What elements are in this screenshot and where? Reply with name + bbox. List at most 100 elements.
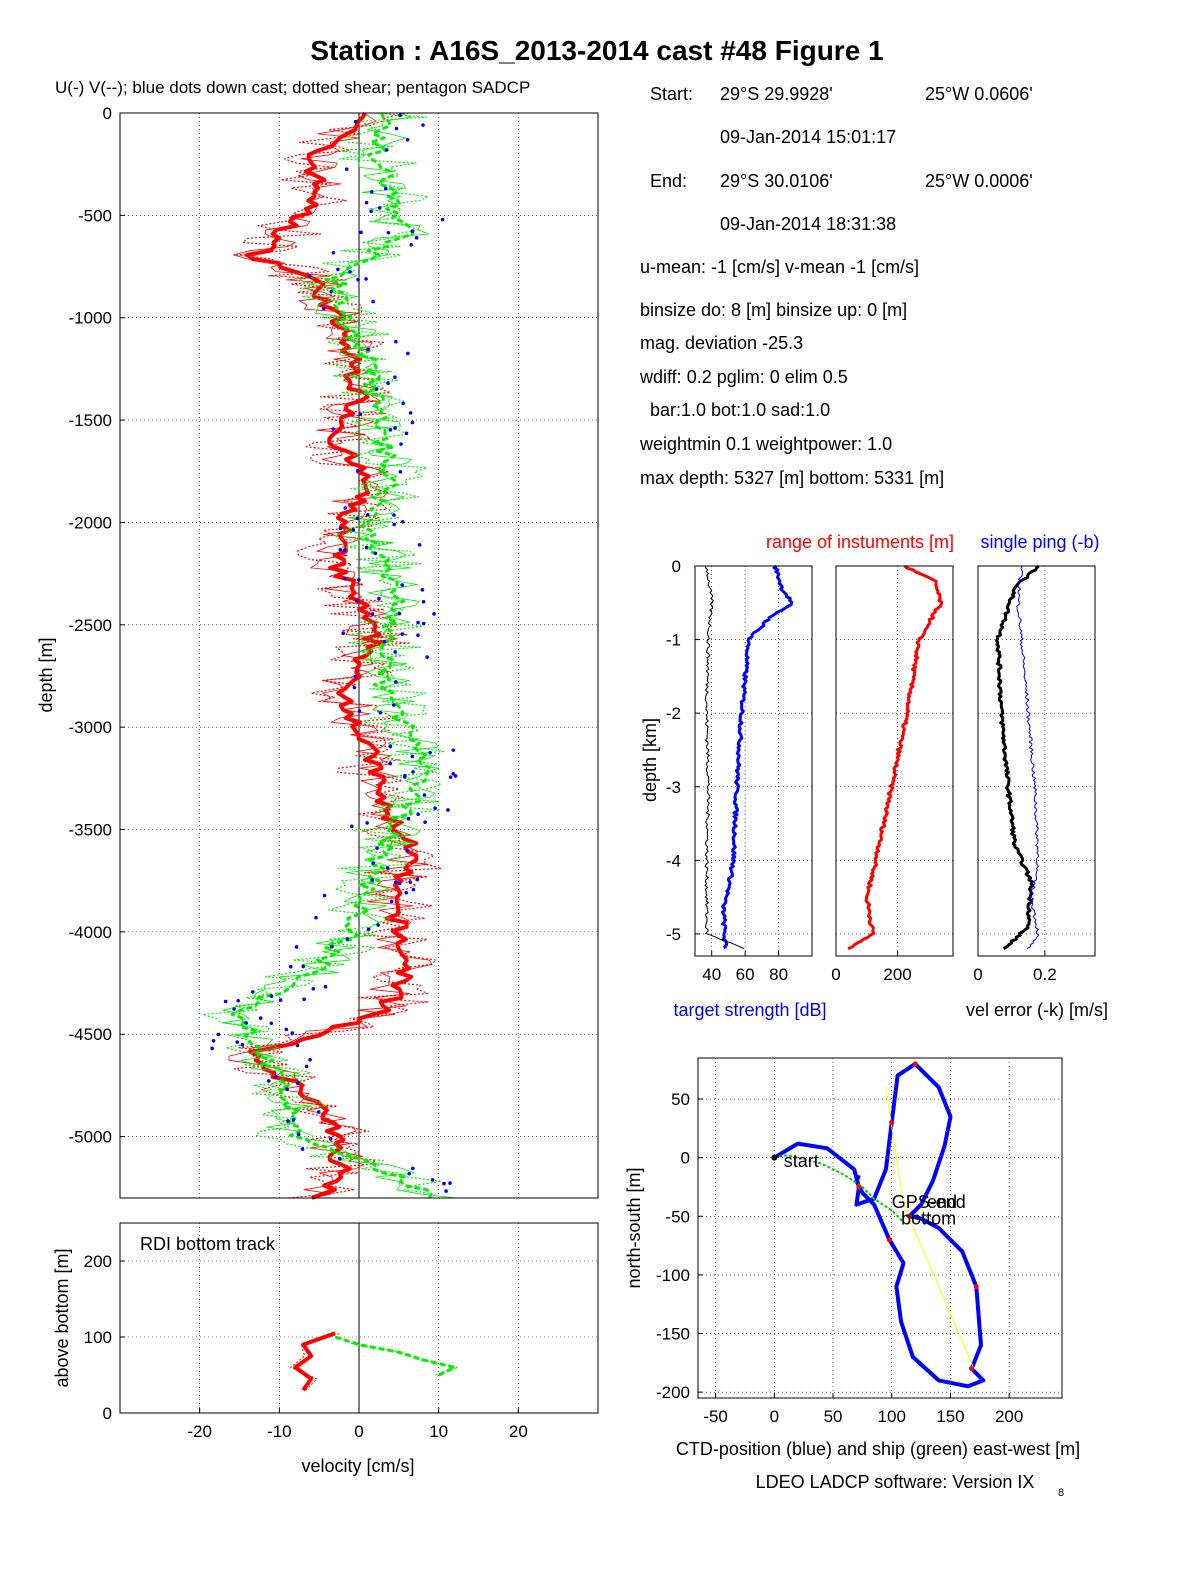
profile-ytick-label: -2000 [69,513,112,532]
downcast-dot [369,209,373,214]
downcast-dot [410,420,415,425]
downcast-dot [422,793,427,797]
instrument-range-xtick-label: 200 [883,965,911,984]
weight-text: weightmin 0.1 weightpower: 1.0 [639,434,892,454]
track-annotation: end [927,1192,957,1212]
downcast-dot [274,1074,278,1079]
bottom-track-xlabel: velocity [cm/s] [301,1456,414,1476]
downcast-dot [394,339,398,344]
end-lat: 29°S 30.0106' [720,171,833,191]
track-marker [912,1061,918,1067]
track-marker [856,1184,862,1190]
downcast-dot [371,299,375,304]
downcast-dot [421,599,426,604]
instrument-range-frame [835,565,954,957]
profile-ytick-label: -3000 [69,718,112,737]
u-bt-line [293,1331,336,1392]
instrument-range-xtick-label: 0 [831,965,840,984]
downcast-dot [393,426,397,430]
downcast-dot [338,526,343,531]
downcast-dot [411,887,416,892]
ship-track [774,1154,905,1223]
u-profile [245,112,419,1200]
downcast-dot [223,999,228,1004]
depth-km-ylabel: depth [km] [640,718,660,802]
profile-ytick-label: -3500 [69,821,112,840]
track-xtick-label: 100 [878,1407,906,1426]
downcast-dot [416,812,420,817]
downcast-dot [388,761,393,766]
binsize-text: binsize do: 8 [m] binsize up: 0 [m] [640,300,907,320]
downcast-dot [308,274,312,278]
bottom-xtick-label: 20 [509,1422,528,1441]
track-marker [889,1119,895,1125]
downcast-dot [397,611,402,616]
downcast-dot [398,470,403,474]
track-ytick-label: -200 [656,1383,690,1402]
vel-error-xlabel: vel error (-k) [m/s] [966,1000,1108,1020]
downcast-dot [388,428,393,432]
end-lon: 25°W 0.0006' [925,171,1033,191]
downcast-dot [453,774,458,778]
downcast-dot [240,1042,245,1047]
profile-ytick-label: -5000 [69,1128,112,1147]
downcast-dot [423,820,427,824]
downcast-dot [416,633,420,637]
start-marker [771,1154,778,1161]
downcast-dot [400,632,405,636]
downcast-dot [448,1181,452,1185]
downcast-dot [392,513,396,517]
ship-line-track [885,1087,975,1369]
downcast-dot [369,189,374,194]
downcast-dot [411,1166,415,1171]
downcast-dot [216,1032,221,1037]
downcast-dot [236,998,240,1003]
downcast-dot [391,703,396,707]
downcast-dot [353,674,358,679]
downcast-dot [373,551,378,556]
downcast-dot [417,543,422,547]
track-marker [906,1213,912,1219]
downcast-dot [235,1040,240,1044]
downcast-dot [411,770,415,774]
downcast-dot [364,200,369,205]
downcast-dot [393,650,397,654]
downcast-dot [406,816,411,821]
downcast-dot [451,771,456,776]
single-ping-title: single ping (-b) [980,532,1099,552]
track-ytick-label: -100 [656,1266,690,1285]
target-strength-ytick-label: -4 [666,851,681,870]
v-profile [230,112,433,1199]
track-ytick-label: 50 [671,1090,690,1109]
downcast-dot [356,277,360,282]
end-time: 09-Jan-2014 18:31:38 [720,214,896,234]
downcast-dot [295,1043,300,1048]
downcast-dot [416,620,420,625]
track-xtick-label: 0 [770,1407,779,1426]
downcast-dot [392,522,396,527]
downcast-dot [267,1079,271,1083]
downcast-dot [404,890,409,895]
track-xtick-label: 200 [995,1407,1023,1426]
track-marker [973,1284,979,1290]
downcast-dot [353,119,358,124]
profile-ytick-label: -4000 [69,923,112,942]
downcast-dot [311,986,316,991]
downcast-dot [331,427,336,431]
bottom-track-title: RDI bottom track [140,1234,276,1254]
downcast-dot [403,773,407,778]
track-xtick-label: 50 [824,1407,843,1426]
bottom-xtick-label: 0 [354,1422,363,1441]
downcast-dot [420,588,425,592]
downcast-dot [385,866,390,870]
range-line [847,564,944,950]
downcast-dot [375,846,379,850]
downcast-dot [345,937,350,941]
track-ytick-label: 0 [681,1149,690,1168]
bottom-ytick-label: 200 [84,1252,112,1271]
track-annotation: GPS-end [892,1192,966,1212]
downcast-dot [290,1031,295,1035]
downcast-dot [338,547,343,552]
cast-info: Start: 29°S 29.9928' 25°W 0.0606' 09-Jan… [639,84,1033,488]
